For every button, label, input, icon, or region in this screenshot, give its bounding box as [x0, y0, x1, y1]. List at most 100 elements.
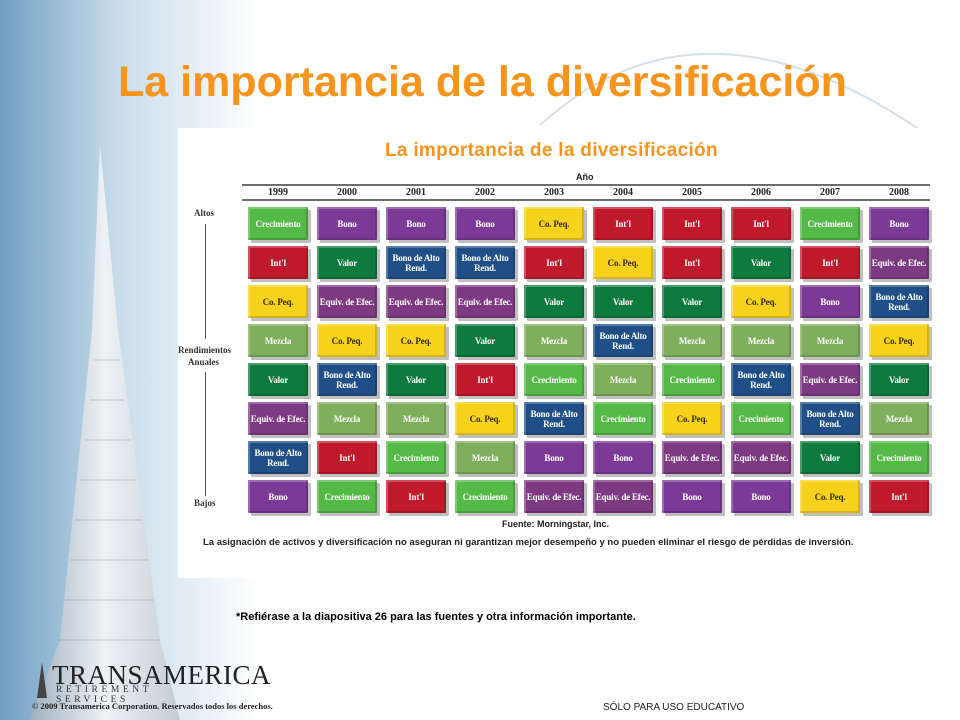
year-label: 2003	[544, 187, 564, 198]
year-label: 2001	[406, 187, 426, 198]
asset-class-cell: Crecimiento	[800, 207, 860, 240]
asset-class-cell: Int'l	[731, 207, 791, 240]
asset-class-cell: Valor	[800, 441, 860, 474]
asset-class-cell: Co. Peq.	[869, 324, 929, 357]
asset-class-cell: Equiv. de Efec.	[800, 363, 860, 396]
asset-class-cell: Mezcla	[869, 402, 929, 435]
year-label: 2005	[682, 187, 702, 198]
asset-class-cell: Co. Peq.	[317, 324, 377, 357]
asset-class-cell: Int'l	[386, 480, 446, 513]
asset-class-cell: Equiv. de Efec.	[731, 441, 791, 474]
asset-class-cell: Valor	[524, 285, 584, 318]
educational-use-label: SÓLO PARA USO EDUCATIVO	[603, 702, 745, 713]
asset-class-cell: Equiv. de Efec.	[869, 246, 929, 279]
asset-class-cell: Int'l	[662, 246, 722, 279]
year-label: 2000	[337, 187, 357, 198]
asset-class-cell: Co. Peq.	[455, 402, 515, 435]
asset-class-cell: Bono	[248, 480, 308, 513]
asset-class-cell: Bono de Alto Rend.	[731, 363, 791, 396]
asset-class-cell: Mezcla	[317, 402, 377, 435]
copyright: © 2009 Transamerica Corporation. Reserva…	[32, 701, 273, 711]
asset-class-cell: Bono	[662, 480, 722, 513]
asset-class-cell: Co. Peq.	[662, 402, 722, 435]
axis-label-low: Bajos	[194, 498, 216, 508]
asset-class-cell: Int'l	[800, 246, 860, 279]
asset-class-cell: Valor	[386, 363, 446, 396]
asset-class-cell: Equiv. de Efec.	[386, 285, 446, 318]
asset-class-cell: Valor	[593, 285, 653, 318]
asset-class-cell: Crecimiento	[731, 402, 791, 435]
axis-label-returns: Rendimientos	[178, 345, 232, 355]
asset-class-cell: Bono de Alto Rend.	[593, 324, 653, 357]
asset-class-cell: Int'l	[455, 363, 515, 396]
logo-subtitle: RETIREMENT SERVICES	[56, 685, 152, 705]
asset-class-cell: Bono de Alto Rend.	[524, 402, 584, 435]
asset-class-cell: Co. Peq.	[731, 285, 791, 318]
asset-class-cell: Co. Peq.	[248, 285, 308, 318]
asset-class-cell: Int'l	[317, 441, 377, 474]
asset-class-cell: Crecimiento	[386, 441, 446, 474]
divider-bottom	[242, 199, 930, 201]
asset-class-cell: Mezcla	[593, 363, 653, 396]
year-label: 2008	[889, 187, 909, 198]
asset-class-cell: Bono	[455, 207, 515, 240]
asset-class-cell: Equiv. de Efec.	[455, 285, 515, 318]
asset-class-cell: Co. Peq.	[386, 324, 446, 357]
diversification-chart: La importancia de la diversificación Año…	[178, 128, 938, 578]
pyramid-icon	[37, 662, 47, 698]
asset-class-cell: Co. Peq.	[524, 207, 584, 240]
logo-name: TRANSAMERICA	[52, 660, 272, 690]
asset-class-cell: Bono	[524, 441, 584, 474]
year-label: 2007	[820, 187, 840, 198]
asset-class-cell: Bono de Alto Rend.	[386, 246, 446, 279]
chart-source: Fuente: Morningstar, Inc.	[502, 519, 610, 529]
asset-class-cell: Valor	[731, 246, 791, 279]
asset-class-cell: Int'l	[662, 207, 722, 240]
asset-class-cell: Bono de Alto Rend.	[317, 363, 377, 396]
asset-class-cell: Bono de Alto Rend.	[455, 246, 515, 279]
asset-class-cell: Bono	[386, 207, 446, 240]
axis-label-annual: Anuales	[188, 357, 220, 367]
asset-class-cell: Co. Peq.	[800, 480, 860, 513]
asset-class-cell: Mezcla	[800, 324, 860, 357]
asset-class-cell: Bono	[731, 480, 791, 513]
asset-class-cell: Bono	[593, 441, 653, 474]
asset-class-cell: Equiv. de Efec.	[593, 480, 653, 513]
asset-class-cell: Mezcla	[455, 441, 515, 474]
chart-title: La importancia de la diversificación	[385, 140, 718, 161]
asset-class-cell: Valor	[869, 363, 929, 396]
axis-label-high: Altos	[194, 208, 214, 218]
asset-class-cell: Crecimiento	[317, 480, 377, 513]
asset-class-cell: Int'l	[593, 207, 653, 240]
asset-class-cell: Mezcla	[731, 324, 791, 357]
asset-class-cell: Bono de Alto Rend.	[248, 441, 308, 474]
asset-class-cell: Equiv. de Efec.	[248, 402, 308, 435]
year-label: 2002	[475, 187, 495, 198]
asset-class-cell: Crecimiento	[869, 441, 929, 474]
year-label: 2006	[751, 187, 771, 198]
year-label: 2004	[613, 187, 633, 198]
asset-class-cell: Equiv. de Efec.	[317, 285, 377, 318]
asset-class-cell: Bono	[317, 207, 377, 240]
asset-class-cell: Valor	[248, 363, 308, 396]
axis-line-upper	[205, 224, 206, 339]
asset-class-cell: Bono	[800, 285, 860, 318]
asset-class-cell: Int'l	[524, 246, 584, 279]
axis-line-lower	[205, 372, 206, 496]
transamerica-logo: TRANSAMERICA RETIREMENT SERVICES	[34, 660, 271, 705]
asset-class-cell: Valor	[317, 246, 377, 279]
asset-class-cell: Crecimiento	[662, 363, 722, 396]
asset-class-cell: Equiv. de Efec.	[662, 441, 722, 474]
asset-class-cell: Crecimiento	[248, 207, 308, 240]
asset-class-cell: Mezcla	[662, 324, 722, 357]
chart-disclaimer: La asignación de activos y diversificaci…	[203, 537, 854, 548]
asset-class-cell: Mezcla	[386, 402, 446, 435]
asset-class-cell: Crecimiento	[455, 480, 515, 513]
asset-class-cell: Mezcla	[248, 324, 308, 357]
asset-class-cell: Bono de Alto Rend.	[869, 285, 929, 318]
asset-class-cell: Equiv. de Efec.	[524, 480, 584, 513]
asset-class-cell: Co. Peq.	[593, 246, 653, 279]
asset-class-cell: Crecimiento	[524, 363, 584, 396]
divider-top	[242, 184, 930, 186]
asset-class-cell: Bono de Alto Rend.	[800, 402, 860, 435]
